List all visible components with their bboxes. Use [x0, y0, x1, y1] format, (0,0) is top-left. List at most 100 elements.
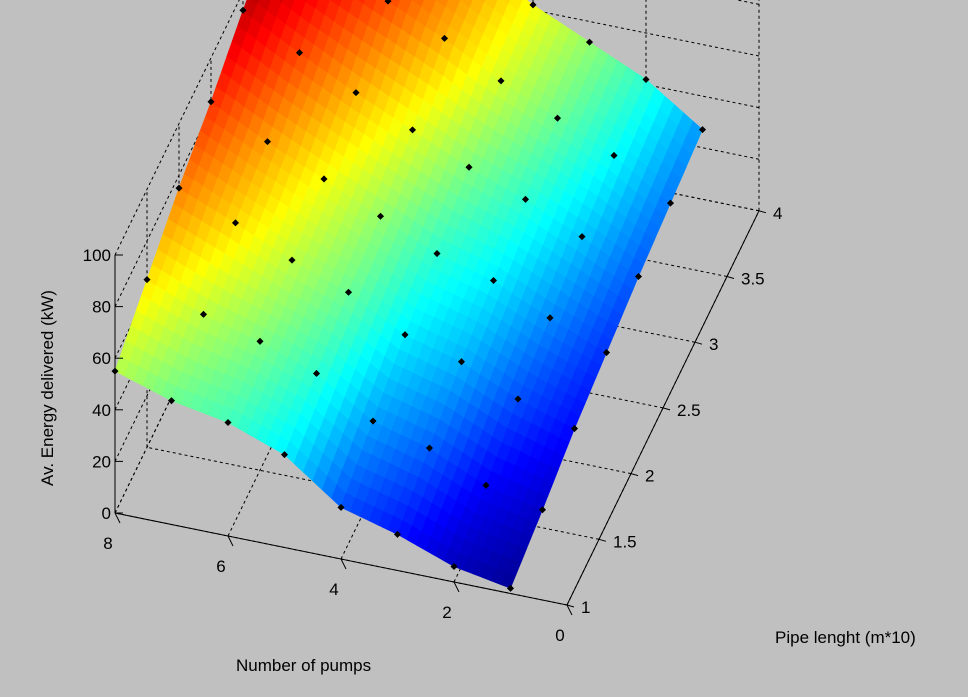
x-tick-label: 2: [645, 467, 654, 486]
data-point: [167, 397, 176, 405]
surface-patch: [411, 0, 425, 8]
surface-patch: [252, 0, 260, 4]
data-point: [239, 6, 247, 14]
data-point: [263, 138, 272, 146]
data-point: [465, 163, 473, 171]
data-point: [199, 310, 208, 318]
surface-patch: [315, 0, 331, 16]
data-point: [143, 276, 151, 284]
y-tick-label: 4: [329, 580, 338, 599]
grid-line: [227, 141, 421, 537]
surface-patch: [460, 0, 474, 8]
x-tick-label: 3: [709, 335, 718, 354]
z-axis-label: Av. Energy delivered (kW): [38, 290, 57, 486]
x-tick-mark: [662, 407, 671, 411]
grid-line: [114, 0, 265, 307]
surface-layer: [114, 0, 703, 589]
z-tick-label: 20: [92, 452, 111, 471]
y-tick-mark: [566, 604, 573, 616]
y-tick-label: 2: [442, 603, 451, 622]
grid-line: [114, 0, 240, 256]
surface-patch: [387, 0, 401, 8]
surface-patch: [277, 0, 284, 4]
data-point: [352, 89, 360, 97]
data-point: [280, 451, 289, 459]
data-point: [489, 276, 498, 285]
x-tick-mark: [726, 276, 735, 279]
z-tick-label: 0: [102, 504, 111, 523]
x-tick-label: 3.5: [741, 270, 765, 289]
data-point: [634, 272, 643, 281]
x-tick-mark: [630, 473, 639, 477]
y-tick-label: 0: [555, 626, 564, 645]
x-tick-mark: [598, 538, 607, 542]
surface-patch: [305, 0, 319, 9]
z-tick-label: 100: [83, 246, 111, 265]
data-point: [529, 1, 537, 9]
x-tick-mark: [694, 341, 703, 345]
data-point: [408, 126, 417, 134]
data-point: [497, 77, 505, 85]
grid-line: [114, 118, 308, 514]
data-point: [369, 417, 377, 425]
x-tick-label: 1.5: [613, 532, 637, 551]
surface-patch: [257, 0, 272, 11]
data-point: [578, 233, 586, 241]
x-axis-label: Pipe lenght (m*10): [775, 628, 916, 647]
x-tick-mark: [566, 604, 575, 608]
data-point: [207, 98, 215, 106]
data-point: [602, 349, 611, 357]
surface-patch: [330, 0, 343, 7]
data-point: [553, 114, 562, 122]
surface-patch: [503, 0, 511, 4]
data-point: [610, 151, 618, 159]
data-point: [514, 395, 522, 403]
data-point: [295, 49, 304, 57]
data-point: [482, 481, 490, 489]
data-point: [337, 503, 345, 511]
data-point: [376, 212, 385, 220]
data-point: [312, 369, 321, 377]
data-point: [546, 314, 554, 322]
y-tick-label: 8: [103, 534, 112, 553]
marker-layer: [111, 0, 707, 592]
surface-patch: [281, 0, 296, 10]
data-point: [344, 288, 353, 296]
y-axis-label: Number of pumps: [236, 656, 371, 675]
x-tick-label: 2.5: [677, 401, 701, 420]
data-point: [425, 444, 434, 452]
data-point: [401, 331, 409, 339]
data-point: [393, 530, 402, 538]
x-tick-mark: [758, 210, 767, 214]
data-point: [433, 250, 441, 258]
data-point: [440, 34, 449, 42]
surface-patch: [484, 0, 499, 10]
data-point: [450, 562, 458, 571]
y-tick-mark: [114, 512, 121, 524]
data-point: [642, 75, 650, 83]
y-tick-mark: [453, 581, 460, 593]
data-point: [585, 38, 594, 46]
data-point: [521, 195, 530, 203]
data-point: [538, 506, 547, 514]
z-tick-label: 40: [92, 401, 111, 420]
data-point: [256, 337, 264, 345]
data-point: [320, 175, 328, 183]
data-point: [570, 425, 579, 433]
y-tick-mark: [340, 558, 347, 570]
data-point: [698, 126, 707, 134]
data-point: [231, 219, 240, 227]
data-point: [666, 199, 675, 207]
data-point: [384, 0, 392, 5]
data-point: [175, 184, 183, 192]
x-tick-label: 1: [581, 598, 590, 617]
surface-patch: [363, 0, 378, 11]
data-point: [506, 584, 515, 592]
data-point: [288, 256, 296, 264]
z-tick-label: 60: [92, 349, 111, 368]
x-tick-label: 4: [773, 204, 782, 223]
y-tick-mark: [227, 535, 234, 547]
y-tick-label: 6: [216, 557, 225, 576]
